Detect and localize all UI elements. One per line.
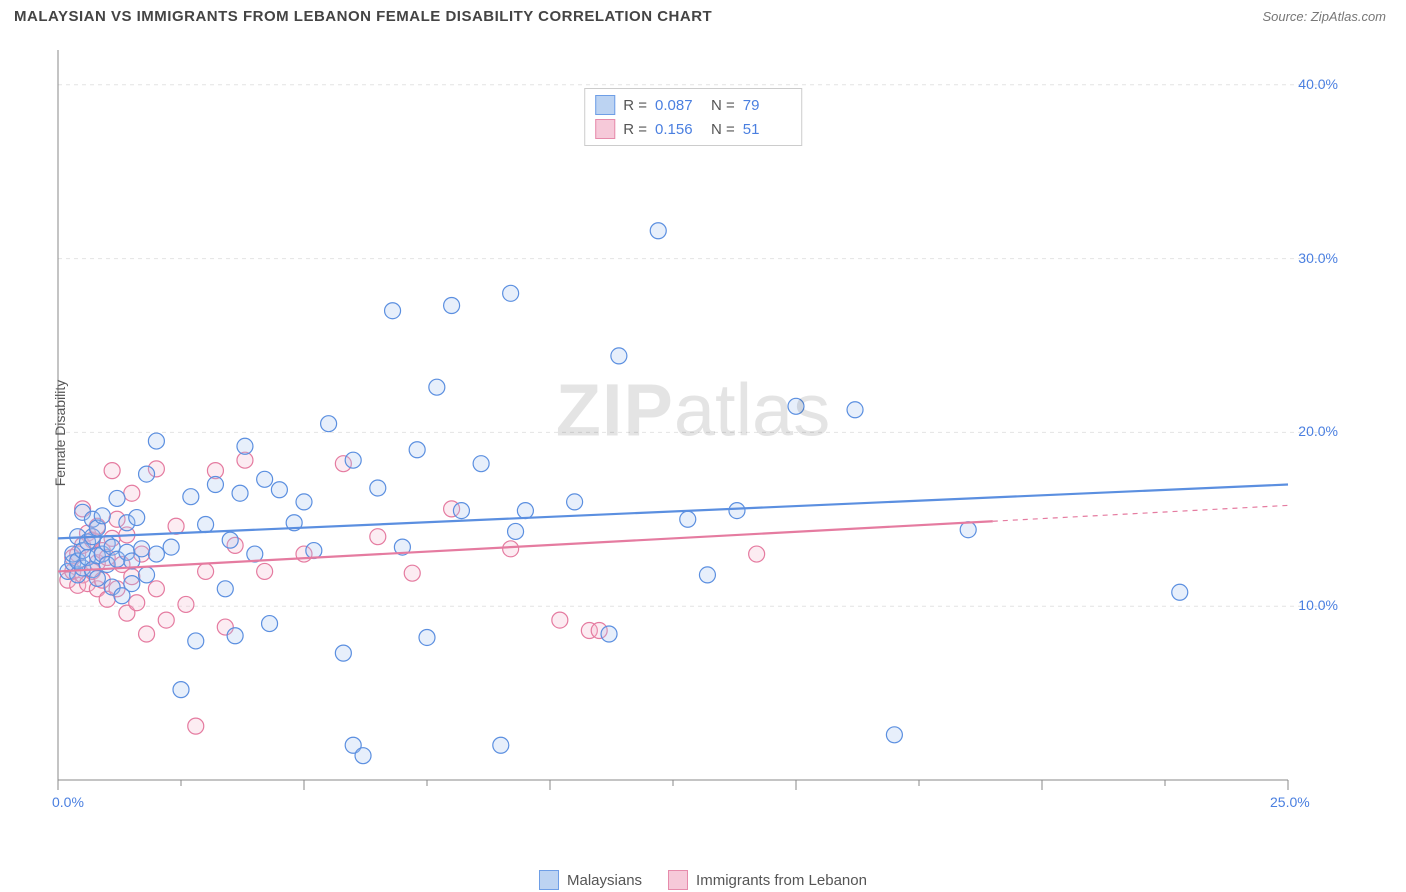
- stats-n-label: N =: [711, 97, 735, 114]
- legend-item-1: Immigrants from Lebanon: [668, 870, 867, 890]
- legend-item-0: Malaysians: [539, 870, 642, 890]
- stats-r-value-1: 0.156: [655, 121, 703, 138]
- stats-swatch-0: [595, 95, 615, 115]
- bottom-legend: Malaysians Immigrants from Lebanon: [0, 870, 1406, 890]
- y-tick-label: 40.0%: [1298, 76, 1338, 92]
- stats-r-label: R =: [623, 121, 647, 138]
- stats-n-value-0: 79: [743, 97, 791, 114]
- legend-label-0: Malaysians: [567, 872, 642, 889]
- legend-swatch-1: [668, 870, 688, 890]
- y-tick-label: 10.0%: [1298, 597, 1338, 613]
- y-axis-label: Female Disability: [52, 380, 68, 487]
- stats-legend: R = 0.087 N = 79 R = 0.156 N = 51: [584, 88, 802, 146]
- x-tick-label: 25.0%: [1270, 794, 1310, 810]
- y-tick-label: 30.0%: [1298, 250, 1338, 266]
- stats-row-0: R = 0.087 N = 79: [595, 93, 791, 117]
- stats-row-1: R = 0.156 N = 51: [595, 117, 791, 141]
- y-tick-label: 20.0%: [1298, 423, 1338, 439]
- chart-header: MALAYSIAN VS IMMIGRANTS FROM LEBANON FEM…: [0, 0, 1406, 33]
- chart-container: Female Disability ZIPatlas R = 0.087 N =…: [48, 40, 1338, 810]
- stats-r-label: R =: [623, 97, 647, 114]
- stats-r-value-0: 0.087: [655, 97, 703, 114]
- x-tick-label: 0.0%: [52, 794, 84, 810]
- scatter-chart: [48, 40, 1338, 810]
- legend-label-1: Immigrants from Lebanon: [696, 872, 867, 889]
- legend-swatch-0: [539, 870, 559, 890]
- stats-n-value-1: 51: [743, 121, 791, 138]
- stats-swatch-1: [595, 119, 615, 139]
- chart-source: Source: ZipAtlas.com: [1262, 9, 1386, 24]
- stats-n-label: N =: [711, 121, 735, 138]
- chart-title: MALAYSIAN VS IMMIGRANTS FROM LEBANON FEM…: [14, 8, 712, 25]
